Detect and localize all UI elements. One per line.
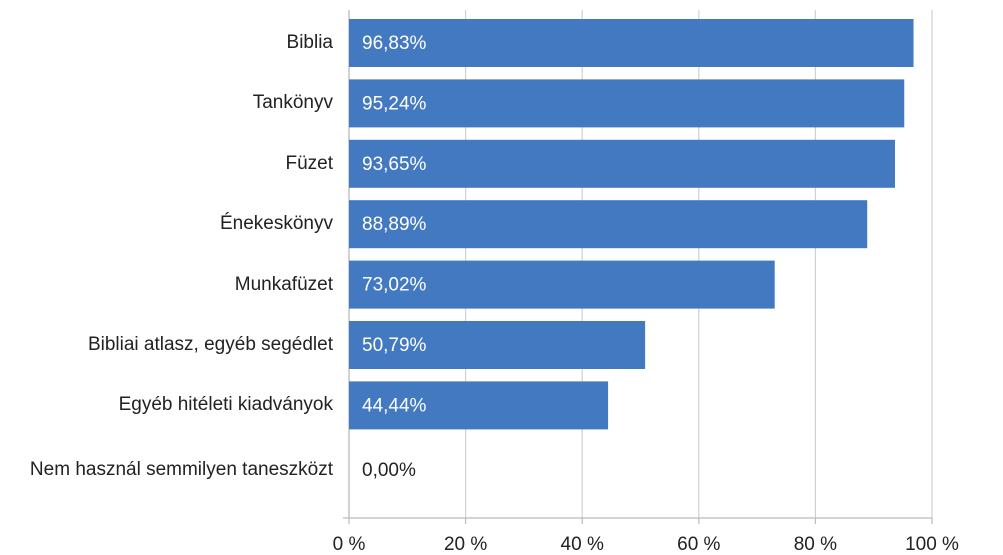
y-tick-label: Egyéb hitéleti kiadványok	[118, 394, 333, 416]
data-label: 96,83%	[362, 33, 427, 54]
y-tick-label: Énekeskönyv	[219, 213, 333, 235]
x-tick-label: 0 %	[333, 534, 366, 555]
data-label: 88,89%	[362, 214, 427, 235]
x-tick-label: 60 %	[677, 534, 720, 555]
bar	[349, 321, 646, 369]
data-label: 44,44%	[362, 395, 427, 416]
data-label: 50,79%	[362, 335, 427, 356]
y-tick-label: Nem használ semmilyen taneszközt	[29, 459, 333, 480]
data-label: 95,24%	[362, 93, 427, 114]
x-tick-label: 100 %	[905, 534, 959, 555]
bar	[349, 139, 895, 188]
data-label: 73,02%	[362, 275, 427, 296]
bar	[349, 260, 775, 309]
bar	[349, 200, 868, 249]
y-tick-label: Munkafüzet	[234, 273, 333, 295]
y-tick-label: Bibliai atlasz, egyéb segédlet	[87, 334, 333, 355]
y-tick-label: Füzet	[285, 152, 333, 174]
y-tick-label: Tankönyv	[252, 92, 333, 114]
data-label: 0,00%	[362, 460, 416, 481]
bar	[349, 79, 905, 128]
x-tick-label: 20 %	[444, 534, 487, 555]
bar	[349, 19, 914, 67]
bar	[349, 381, 609, 430]
data-label: 93,65%	[362, 154, 427, 175]
x-tick-label: 40 %	[561, 534, 604, 555]
x-tick-label: 80 %	[794, 534, 837, 555]
y-tick-label: Biblia	[286, 32, 333, 53]
